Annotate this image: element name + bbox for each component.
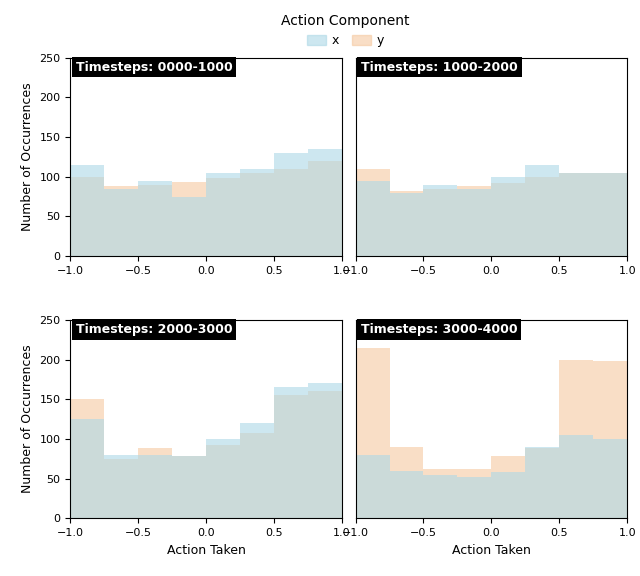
Bar [138,181,172,256]
Bar [593,361,627,518]
Bar [172,456,206,518]
Bar [424,185,458,256]
Bar [593,439,627,518]
Text: Timesteps: 2000-3000: Timesteps: 2000-3000 [76,323,232,336]
Bar [356,181,390,256]
Bar [525,447,559,518]
Bar [458,469,492,518]
Bar [308,384,342,518]
Text: Timesteps: 3000-4000: Timesteps: 3000-4000 [361,323,518,336]
Bar [172,183,206,256]
Bar [559,435,593,518]
Bar [356,169,390,256]
Bar [172,456,206,518]
Bar [593,173,627,256]
Bar [104,459,138,518]
Bar [525,177,559,256]
Bar [424,190,458,256]
Bar [104,189,138,256]
Bar [424,475,458,518]
Bar [104,186,138,256]
Bar [206,445,240,518]
Bar [70,419,104,518]
Y-axis label: Number of Occurrences: Number of Occurrences [21,82,34,231]
Bar [424,469,458,518]
Bar [559,173,593,256]
Text: Timesteps: 1000-2000: Timesteps: 1000-2000 [361,60,518,74]
Bar [492,177,525,256]
Bar [458,477,492,518]
Bar [138,449,172,518]
Bar [70,165,104,256]
Bar [492,183,525,256]
Bar [390,191,424,256]
Bar [525,449,559,518]
Bar [390,447,424,518]
Bar [240,433,274,518]
Bar [240,173,274,256]
Bar [274,169,308,256]
Bar [559,359,593,518]
Bar [492,456,525,518]
Bar [138,185,172,256]
Bar [206,439,240,518]
Bar [593,173,627,256]
Bar [274,387,308,518]
Bar [308,391,342,518]
Bar [206,173,240,256]
Bar [138,455,172,518]
Bar [458,189,492,256]
X-axis label: Action Taken: Action Taken [167,544,246,556]
Bar [70,177,104,256]
Bar [104,455,138,518]
Bar [492,472,525,518]
Bar [240,169,274,256]
Bar [390,192,424,256]
Legend: x, y: x, y [276,9,415,52]
Bar [274,395,308,518]
Bar [70,399,104,518]
Bar [240,423,274,518]
Bar [308,161,342,256]
Bar [274,153,308,256]
Text: Timesteps: 0000-1000: Timesteps: 0000-1000 [76,60,232,74]
Bar [525,165,559,256]
X-axis label: Action Taken: Action Taken [452,544,531,556]
Bar [356,347,390,518]
Bar [206,179,240,256]
Y-axis label: Number of Occurrences: Number of Occurrences [21,345,34,494]
Bar [559,173,593,256]
Bar [308,149,342,256]
Bar [172,196,206,256]
Bar [458,186,492,256]
Bar [356,455,390,518]
Bar [390,471,424,518]
